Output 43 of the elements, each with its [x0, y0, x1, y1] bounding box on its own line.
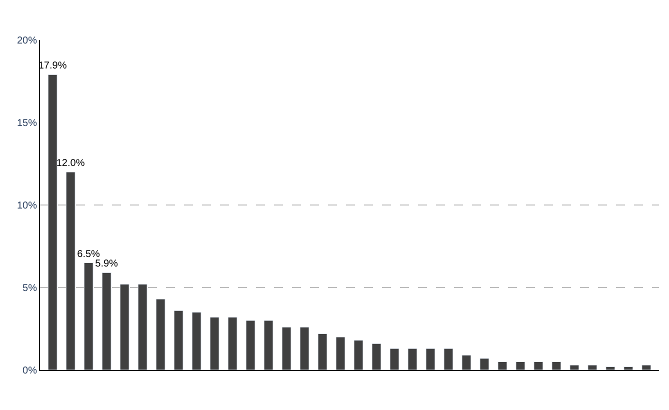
- bar: [156, 298, 166, 370]
- bar: [192, 312, 202, 370]
- bar: [336, 336, 346, 370]
- bar: [516, 362, 526, 370]
- bar: [318, 333, 328, 370]
- bar: [120, 284, 130, 370]
- bar: [606, 366, 616, 370]
- bar: [174, 310, 184, 370]
- bar: [624, 366, 634, 370]
- bar: [102, 272, 112, 370]
- y-tick-label: 15%: [16, 118, 38, 129]
- y-tick-label: 10%: [16, 200, 38, 212]
- data-label: 17.9%: [38, 60, 67, 72]
- bar: [84, 262, 94, 370]
- bar: [372, 343, 382, 370]
- bar: [48, 74, 58, 370]
- bar: [138, 284, 148, 370]
- bar: [390, 348, 400, 370]
- bar: [534, 362, 544, 370]
- y-tick-label: 0%: [22, 366, 38, 376]
- bar: [426, 348, 436, 370]
- bar: [642, 364, 652, 370]
- bar: [354, 340, 364, 370]
- bar: [498, 362, 508, 370]
- bar: [570, 364, 580, 370]
- bar: [552, 362, 562, 370]
- bar: [66, 172, 76, 370]
- bar: [462, 354, 472, 370]
- y-tick-label: 20%: [16, 36, 38, 46]
- data-label: 6.5%: [77, 248, 100, 260]
- bar: [210, 316, 220, 370]
- bar: [408, 348, 418, 370]
- bar: [444, 348, 454, 370]
- bar: [282, 326, 292, 370]
- data-label: 12.0%: [56, 158, 85, 169]
- y-tick-label: 5%: [22, 283, 38, 294]
- data-label: 5.9%: [95, 258, 118, 270]
- bar: [588, 364, 598, 370]
- bar: [228, 316, 238, 370]
- bar: [246, 320, 256, 370]
- bar: [300, 326, 310, 370]
- bar: [264, 320, 274, 370]
- bar: [480, 358, 490, 370]
